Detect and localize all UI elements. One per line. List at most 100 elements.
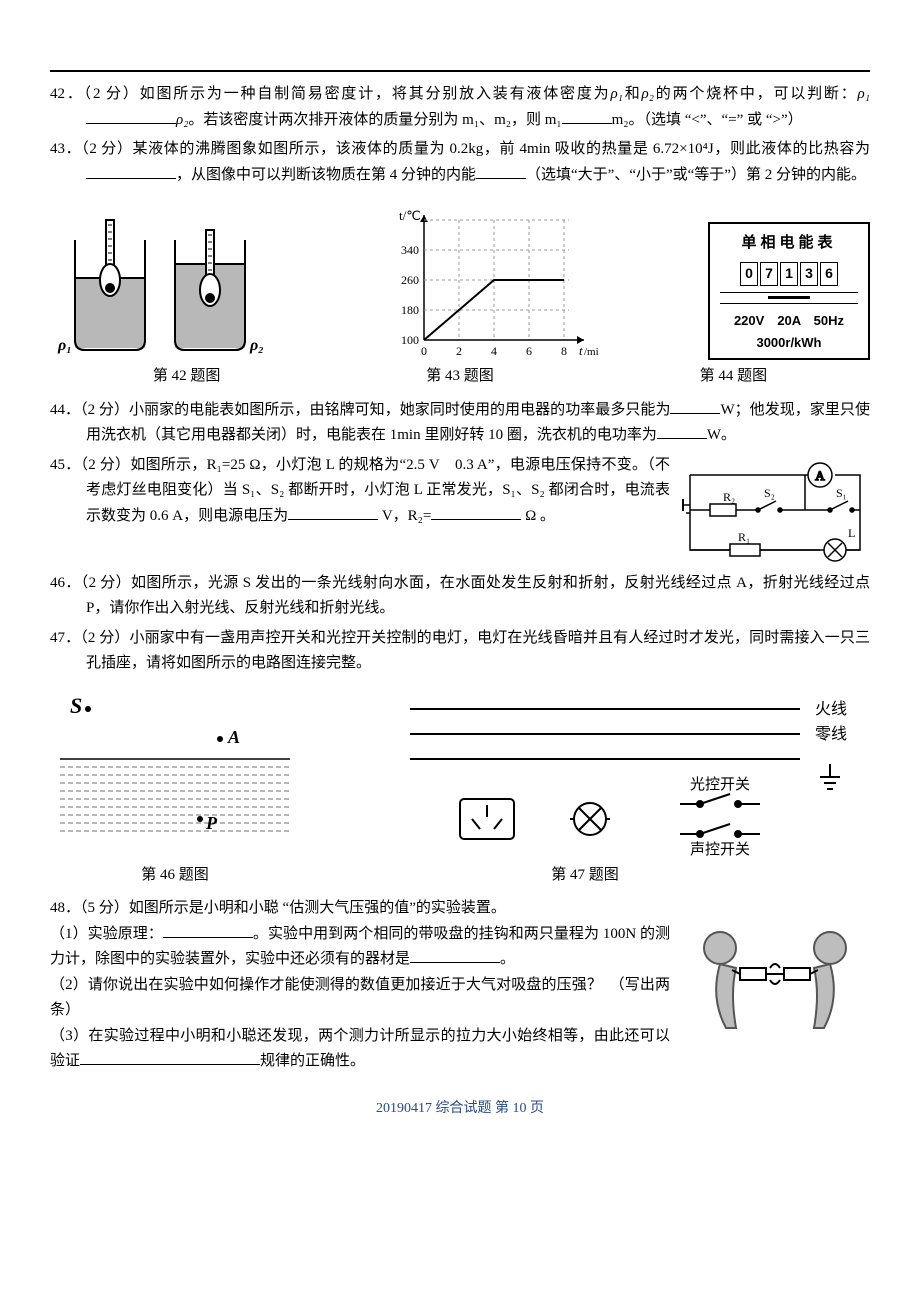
svg-text:180: 180 (401, 303, 419, 317)
svg-text:/min: /min (584, 346, 599, 358)
q47-num: 47． (50, 630, 80, 646)
cap43: 第 43 题图 (323, 364, 596, 390)
q43-blank2[interactable] (476, 163, 526, 179)
svg-text:ρ₁: ρ₁ (57, 337, 72, 354)
q46-points: （2 分） (81, 575, 131, 591)
q43: 43．（2 分）某液体的沸腾图象如图所示，该液体的质量为 0.2kg，前 4mi… (50, 137, 870, 188)
svg-text:A: A (815, 468, 825, 483)
q48-a: 如图所示是小明和小聪 “估测大气压强的值”的实验装置。 (129, 900, 506, 916)
lbl-fire: 火线 (815, 700, 847, 718)
q42-d: 。若该密度计两次排开液体的质量分别为 m₁、m₂，则 m₁ (188, 112, 561, 128)
q46: 46．（2 分）如图所示，光源 S 发出的一条光线射向水面，在水面处发生反射和折… (50, 571, 870, 622)
q45-blank1[interactable] (288, 504, 378, 520)
top-rule (50, 70, 870, 72)
lbl-l: L (848, 526, 855, 540)
fig47: 火线 零线 (400, 689, 870, 859)
digit-2: 1 (780, 262, 798, 286)
q44-blank2[interactable] (657, 423, 707, 439)
page-footer: 20190417 综合试题 第 10 页 (50, 1097, 870, 1121)
svg-text:6: 6 (526, 344, 532, 358)
svg-text:2: 2 (456, 344, 462, 358)
lbl-soundsw: 声控开关 (690, 840, 750, 858)
svg-text:340: 340 (401, 243, 419, 257)
q44: 44．（2 分）小丽家的电能表如图所示，由铭牌可知，她家同时使用的用电器的功率最… (50, 398, 870, 449)
q42-c: 的两个烧杯中，可以判断： (654, 86, 858, 102)
q43-a: 某液体的沸腾图象如图所示，该液体的质量为 0.2kg，前 4min 吸收的热量是… (133, 141, 870, 157)
svg-text:t: t (579, 343, 583, 358)
q42-a: 如图所示为一种自制简易密度计，将其分别放入装有液体密度为 (140, 86, 611, 102)
q42-e: m₂。（选填 “<”、“=” 或 “>”） (612, 112, 803, 128)
lbl-s1: S₁ (836, 486, 847, 500)
lbl-r1: R₁ (738, 530, 750, 544)
q44-num: 44． (50, 402, 80, 418)
digit-3: 3 (800, 262, 818, 286)
q43-blank1[interactable] (86, 163, 176, 179)
q43-b: ，从图像中可以判断该物质在第 4 分钟的内能 (176, 167, 476, 183)
lbl-a: A (227, 727, 240, 747)
q42-blank1[interactable] (86, 108, 176, 124)
q44-blank1[interactable] (670, 398, 720, 414)
digit-1: 7 (760, 262, 778, 286)
q43-c: （选填“大于”、“小于”或“等于”）第 2 分钟的内能。 (526, 167, 866, 183)
lbl-p: P (205, 813, 218, 833)
lbl-r2: R₂ (723, 490, 735, 504)
q46-num: 46． (50, 575, 81, 591)
svg-text:ρ₂: ρ₂ (249, 337, 264, 354)
caps-row-1: 第 42 题图 第 43 题图 第 44 题图 (50, 364, 870, 390)
figs-row-1: ρ₁ ρ₂ (50, 200, 870, 360)
svg-text:4: 4 (491, 344, 497, 358)
fig43-chart: 100 180 260 340 t/℃ 0 2 4 6 8 t /min (379, 200, 599, 360)
lbl-lightsw: 光控开关 (690, 776, 750, 793)
q48-b2[interactable] (410, 947, 500, 963)
q47: 47．（2 分）小丽家中有一盏用声控开关和光控开关控制的电灯，电灯在光线昏暗并且… (50, 626, 870, 677)
meter-spec2: 3000r/kWh (714, 332, 864, 354)
meter-digits: 0 7 1 3 6 (714, 262, 864, 286)
q48-p1c: 。 (500, 951, 515, 967)
q45-c: Ω 。 (521, 508, 555, 524)
rho2b: ρ₂ (176, 112, 188, 128)
svg-text:t/℃: t/℃ (399, 208, 421, 223)
svg-text:0: 0 (421, 344, 427, 358)
fig44-meter: 单相电能表 0 7 1 3 6 220V 20A 50Hz 3000r/kWh (708, 222, 870, 360)
svg-text:8: 8 (561, 344, 567, 358)
q45-points: （2 分） (81, 457, 131, 473)
meter-title: 单相电能表 (714, 228, 864, 258)
cap46: 第 46 题图 (50, 863, 300, 889)
cap44: 第 44 题图 (597, 364, 870, 390)
q44-a: 小丽家的电能表如图所示，由铭牌可知，她家同时使用的用电器的功率最多只能为 (129, 402, 670, 418)
q44-points: （2 分） (80, 402, 129, 418)
q42-b: 和 (623, 86, 642, 102)
fig42: ρ₁ ρ₂ (50, 200, 270, 360)
q46-text: 如图所示，光源 S 发出的一条光线射向水面，在水面处发生反射和折射，反射光线经过… (86, 575, 870, 617)
q44-c: W。 (707, 427, 736, 443)
digit-0: 0 (740, 262, 758, 286)
fig46: S A P (50, 689, 300, 849)
q45-b: V，R₂= (378, 508, 431, 524)
q48-b3[interactable] (80, 1049, 260, 1065)
q47-points: （2 分） (80, 630, 129, 646)
svg-text:260: 260 (401, 273, 419, 287)
q43-num: 43． (50, 141, 81, 157)
q42-num: 42． (50, 86, 84, 102)
digit-4: 6 (820, 262, 838, 286)
caps-row-2: 第 46 题图 第 47 题图 (50, 863, 870, 889)
lbl-s: S (70, 693, 82, 718)
q48-p3b: 规律的正确性。 (260, 1053, 365, 1069)
q48-b1[interactable] (163, 922, 253, 938)
q42-blank2[interactable] (562, 108, 612, 124)
q43-points: （2 分） (81, 141, 132, 157)
cap42: 第 42 题图 (50, 364, 323, 390)
q42: 42．（2 分）如图所示为一种自制简易密度计，将其分别放入装有液体密度为ρ₁和ρ… (50, 82, 870, 133)
fig45-circuit: A (680, 455, 870, 565)
cap47: 第 47 题图 (300, 863, 870, 889)
q45-num: 45． (50, 457, 81, 473)
lbl-s2: S₂ (764, 486, 775, 500)
figs-row-2: S A P (50, 689, 870, 859)
svg-text:100: 100 (401, 333, 419, 347)
fig48 (680, 898, 870, 1048)
meter-spec1: 220V 20A 50Hz (714, 306, 864, 332)
q48-p1a: （1）实验原理： (50, 926, 163, 942)
rho2: ρ₂ (642, 86, 654, 102)
lbl-neutral: 零线 (815, 725, 847, 743)
q45-blank2[interactable] (431, 504, 521, 520)
